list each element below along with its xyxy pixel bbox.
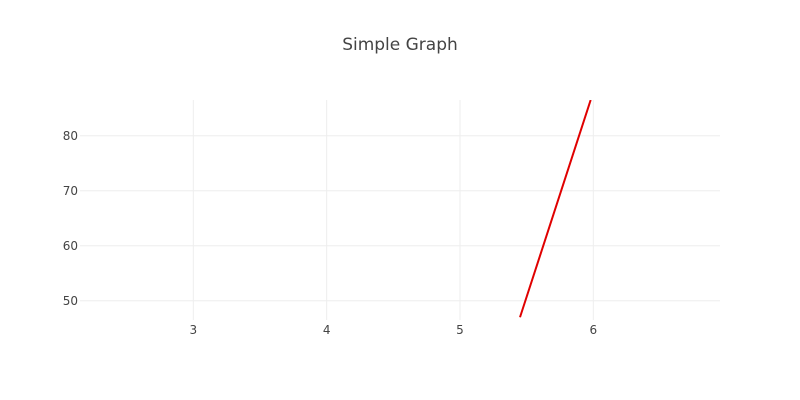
series-line-1 — [519, 100, 592, 318]
y-axis-tick-labels: 50 60 70 80 — [63, 129, 78, 308]
x-grid-lines — [192, 100, 594, 320]
y-grid-lines — [80, 135, 720, 302]
x-tick-label: 4 — [323, 323, 331, 337]
y-tick-label: 80 — [63, 129, 78, 143]
y-tick-label: 70 — [63, 184, 78, 198]
series-layer — [519, 100, 592, 318]
chart-title: Simple Graph — [342, 35, 458, 55]
x-tick-label: 6 — [590, 323, 598, 337]
x-tick-label: 3 — [190, 323, 198, 337]
x-axis-tick-labels: 3 4 5 6 — [190, 323, 598, 337]
x-tick-label: 5 — [456, 323, 464, 337]
y-tick-label: 60 — [63, 239, 78, 253]
y-tick-label: 50 — [63, 294, 78, 308]
